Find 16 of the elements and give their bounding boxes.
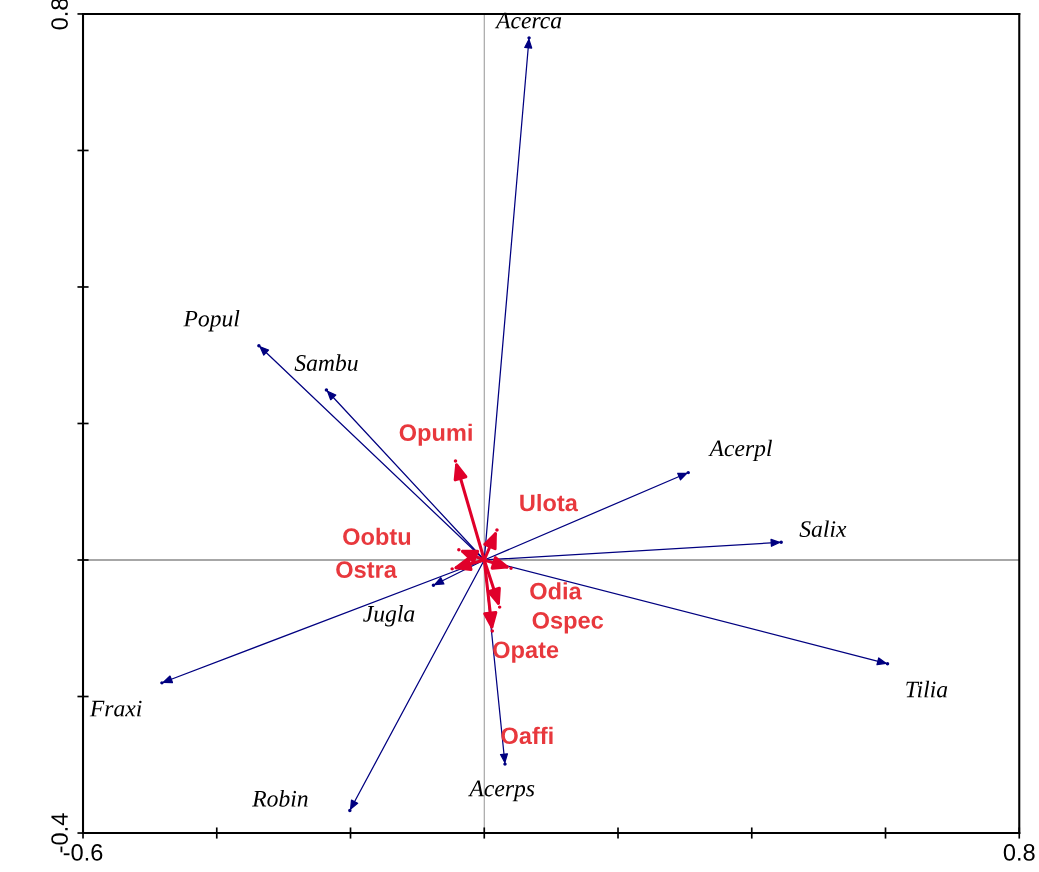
annotation: Tilia: [906, 680, 948, 698]
annotation: Oobtu: [343, 527, 411, 545]
annotation: Opumi: [399, 423, 472, 446]
annotation: Ospec: [532, 611, 604, 634]
annotation: Sambu: [294, 354, 358, 371]
annotation: Fraxi: [89, 700, 142, 717]
annotation: Acerps: [468, 780, 535, 802]
annotation: Jugla: [363, 605, 415, 627]
annotation: Acerca: [494, 12, 562, 29]
annotation: Acerpl: [708, 439, 772, 462]
annotation: Odia: [530, 582, 582, 600]
annotation: Robin: [252, 790, 308, 807]
annotation: Popul: [183, 309, 240, 332]
annotation: Ulota: [520, 493, 579, 512]
annotation: Ostra: [336, 561, 398, 578]
annotation: Salix: [799, 520, 847, 538]
